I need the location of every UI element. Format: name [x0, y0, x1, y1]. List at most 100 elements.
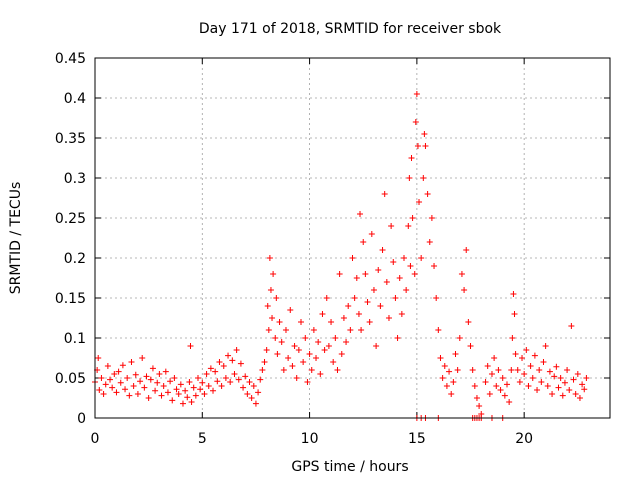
data-point [197, 386, 204, 393]
data-point [212, 368, 219, 375]
data-point [282, 327, 289, 333]
data-point [278, 339, 285, 345]
data-point [270, 271, 277, 277]
data-point [115, 368, 122, 375]
data-point [273, 295, 280, 301]
data-point [566, 387, 573, 393]
data-point [143, 373, 150, 380]
data-point [156, 371, 163, 377]
data-point [95, 355, 102, 361]
data-point [162, 368, 169, 375]
data-point [465, 319, 472, 325]
data-point [167, 378, 174, 385]
y-tick-label: 0.2 [64, 251, 86, 267]
data-point [274, 351, 281, 357]
data-point [542, 343, 549, 349]
data-point [190, 384, 197, 391]
data-point [187, 343, 194, 349]
data-point [521, 371, 528, 377]
data-point [439, 375, 446, 381]
data-point [332, 335, 339, 341]
data-point [300, 359, 307, 365]
data-point [122, 386, 129, 393]
data-point [357, 211, 364, 217]
data-point [343, 339, 350, 345]
data-point [345, 303, 352, 309]
data-point [469, 367, 476, 373]
data-point [463, 247, 470, 253]
data-point [306, 351, 313, 357]
data-point [152, 387, 159, 394]
data-point [203, 371, 210, 377]
data-point [358, 327, 365, 333]
y-tick-label: 0 [77, 411, 86, 427]
data-point [544, 383, 551, 389]
data-point [188, 399, 195, 405]
data-point [340, 315, 347, 321]
data-point [549, 391, 556, 397]
data-point [398, 311, 405, 317]
data-point [298, 319, 304, 325]
data-point [406, 175, 413, 181]
data-point [435, 327, 442, 333]
data-point [160, 383, 167, 389]
data-point [255, 389, 262, 396]
data-point [285, 355, 292, 361]
data-point [149, 365, 156, 372]
data-point [426, 239, 433, 245]
data-point [252, 400, 259, 407]
y-tick-label: 0.25 [55, 211, 86, 227]
data-point [486, 391, 493, 397]
data-point [495, 367, 502, 373]
data-point [428, 215, 435, 221]
data-point [493, 383, 500, 389]
data-point [266, 255, 273, 261]
data-point [407, 263, 414, 269]
data-point [199, 379, 206, 386]
data-point [117, 379, 124, 386]
data-point [519, 355, 526, 361]
data-point [452, 351, 459, 357]
data-point [231, 371, 238, 377]
data-point [293, 375, 300, 381]
data-point [579, 381, 586, 388]
data-point [263, 347, 270, 353]
data-point [431, 263, 438, 269]
data-point [240, 384, 247, 391]
data-point [381, 191, 388, 197]
data-point [291, 343, 298, 349]
data-point [139, 355, 146, 361]
data-point [392, 295, 399, 301]
data-point [100, 391, 107, 397]
x-tick-label: 0 [91, 431, 100, 447]
data-point [289, 363, 296, 369]
data-point [287, 307, 294, 313]
data-point [416, 199, 423, 205]
data-point [471, 383, 478, 389]
data-point [377, 303, 384, 309]
x-tick-label: 10 [301, 431, 319, 447]
data-point [220, 363, 227, 369]
data-point [259, 367, 266, 373]
data-point [412, 119, 419, 125]
data-point [506, 399, 513, 405]
data-point [511, 311, 518, 317]
data-point [175, 391, 182, 397]
x-tick-label: 20 [515, 431, 533, 447]
data-point [581, 386, 588, 393]
data-point [128, 359, 135, 365]
data-point [177, 381, 184, 388]
data-point [302, 335, 309, 341]
data-point [373, 343, 380, 349]
data-point [280, 367, 287, 373]
data-point [265, 327, 272, 333]
data-point [132, 371, 139, 378]
data-point [383, 279, 390, 285]
data-point [164, 389, 171, 396]
data-point [225, 352, 232, 359]
data-point [244, 391, 251, 397]
data-point [321, 347, 328, 353]
data-point [561, 379, 568, 386]
data-point [504, 381, 510, 388]
data-point [355, 311, 362, 317]
